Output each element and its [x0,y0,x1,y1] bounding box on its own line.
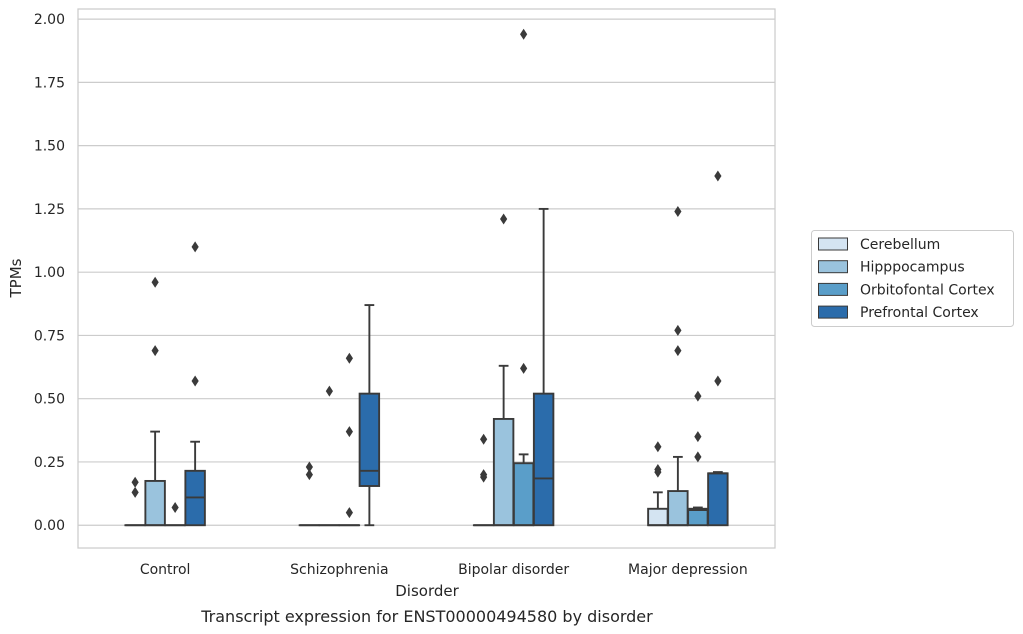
legend-label: Hipppocampus [860,260,965,276]
outlier-point [480,433,488,445]
legend-swatch [818,260,848,274]
box-series [124,28,729,527]
box-group [164,502,186,527]
x-axis-label: Disorder [395,582,459,600]
outlier-point [345,507,353,519]
outlier-point [520,362,528,374]
box-group [687,390,709,527]
outlier-point [345,352,353,364]
box [144,479,166,527]
plot-area [77,8,776,549]
y-tick-labels: 0.00 0.25 0.50 0.75 1.00 1.25 1.50 1.75 2.00 [34,12,65,534]
box [358,392,381,487]
outlier-point [500,213,508,225]
outlier-point [151,345,159,357]
outlier-point [520,28,528,40]
legend-swatch [818,305,848,319]
legend-label: Cerebellum [860,237,940,253]
y-axis-label: TPMs [7,258,25,298]
box-group [532,207,555,527]
x-tick-label: Control [140,562,191,578]
y-tick-label: 0.75 [34,328,65,344]
box [687,507,709,527]
legend-swatch [818,282,848,296]
box-group [124,476,146,527]
outlier-point [694,390,702,402]
legend: Cerebellum Hipppocampus Orbitofontal Corte… [811,230,1014,327]
box-group [358,304,381,527]
y-gridlines [78,18,775,526]
y-tick-label: 1.25 [34,202,65,218]
outlier-point [191,241,199,253]
box-group [144,276,166,527]
legend-label: Prefrontal Cortex [860,305,979,321]
outlier-point [654,441,662,453]
box-group [492,213,515,527]
outlier-point [171,502,179,514]
outlier-point [305,461,313,473]
y-tick-label: 1.00 [34,265,65,281]
outlier-point [480,469,488,481]
y-tick-label: 1.75 [34,75,65,91]
y-tick-label: 0.25 [34,455,65,471]
outlier-point [714,170,722,182]
box [647,507,669,527]
legend-frame [811,230,1014,327]
legend-label: Orbitofontal Cortex [860,282,995,298]
box-group [184,241,206,527]
outlier-point [345,426,353,438]
chart-caption: Transcript expression for ENST0000049458… [200,607,653,626]
box-group [667,205,689,527]
box [512,462,535,527]
box [707,472,729,527]
outlier-point [151,276,159,288]
y-tick-label: 0.00 [34,518,65,534]
outlier-point [674,324,682,336]
outlier-point [305,469,313,481]
box [492,417,515,527]
outlier-point [654,464,662,476]
box-group [298,461,321,527]
box-group [512,28,535,527]
x-tick-labels: Control Schizophrenia Bipolar disorder Majo… [140,562,748,578]
outlier-point [131,476,139,488]
outlier-point [674,345,682,357]
box-group [338,352,361,527]
x-tick-label: Bipolar disorder [458,562,569,578]
box [532,392,555,527]
box-group [647,441,669,527]
x-tick-label: Schizophrenia [290,562,388,578]
outlier-point [325,385,333,397]
outlier-point [674,205,682,217]
outlier-point [694,451,702,463]
outlier-point [191,375,199,387]
y-tick-label: 1.50 [34,139,65,155]
y-tick-label: 0.50 [34,392,65,408]
outlier-point [131,486,139,498]
box-group [707,170,729,527]
box-group [472,433,495,527]
legend-swatch [818,237,848,251]
outlier-point [714,375,722,387]
y-tick-label: 2.00 [34,12,65,28]
x-tick-label: Major depression [628,562,748,578]
box-group [318,385,341,527]
outlier-point [694,431,702,443]
box [667,490,689,527]
